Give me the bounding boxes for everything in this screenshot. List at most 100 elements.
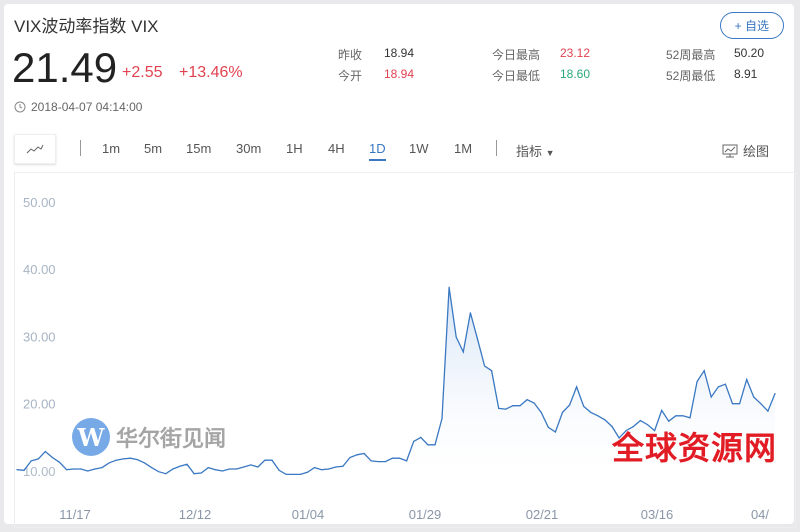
data-point: [597, 415, 599, 417]
data-point: [136, 458, 139, 461]
data-point: [483, 365, 486, 367]
data-point: [363, 452, 365, 455]
data-point: [561, 411, 564, 414]
data-point: [632, 425, 634, 428]
x-tick-label: 02/21: [526, 507, 559, 522]
period-tab-1D[interactable]: 1D: [369, 141, 386, 161]
data-point: [58, 461, 61, 463]
data-point: [51, 456, 54, 459]
stat-label: 今开: [338, 69, 363, 83]
period-tab-5m[interactable]: 5m: [144, 141, 163, 156]
period-tab-15m[interactable]: 15m: [186, 141, 212, 156]
add-watchlist-button[interactable]: + 自选: [719, 12, 784, 39]
line-chart-button[interactable]: [14, 134, 56, 164]
draw-label: 绘图: [743, 144, 770, 159]
data-point: [108, 462, 110, 464]
draw-button[interactable]: 绘图: [722, 141, 769, 160]
clock-icon: [14, 101, 26, 113]
data-point: [264, 459, 266, 461]
data-point: [186, 463, 188, 465]
data-point: [469, 312, 471, 314]
timestamp-text: 2018-04-07 04:14:00: [31, 100, 143, 114]
site-watermark: 全球资源网: [612, 430, 778, 466]
data-point: [604, 419, 606, 421]
data-point: [313, 467, 316, 469]
data-point: [37, 458, 39, 460]
data-point: [115, 459, 117, 461]
data-point: [370, 460, 372, 462]
stat-value: 18.60: [560, 67, 591, 81]
x-tick-label: 04/: [751, 507, 769, 522]
data-point: [236, 468, 238, 470]
data-point: [512, 405, 514, 407]
data-point: [724, 383, 727, 385]
data-point: [143, 462, 146, 464]
drawing-board-icon: [722, 144, 738, 157]
data-point: [30, 460, 32, 462]
data-point: [214, 469, 216, 471]
data-point: [420, 436, 422, 438]
data-point: [349, 456, 351, 459]
data-point: [129, 457, 131, 459]
data-point: [498, 407, 500, 410]
data-point: [335, 466, 337, 468]
quote-card: VIX波动率指数 VIX + 自选 21.49 +2.55 +13.46% 昨收…: [4, 4, 796, 528]
stat-label: 今日最低: [492, 69, 541, 83]
indicator-label: 指标: [516, 144, 543, 159]
data-point: [491, 370, 493, 372]
data-point: [547, 426, 549, 428]
period-tab-4H[interactable]: 4H: [328, 141, 345, 156]
period-tab-30m[interactable]: 30m: [236, 141, 262, 156]
stat-label: 今日最高: [492, 48, 541, 62]
data-point: [526, 399, 528, 401]
instrument-title: VIX波动率指数 VIX: [14, 17, 159, 36]
data-point: [356, 454, 358, 456]
stat-value: 18.94: [384, 46, 415, 60]
period-tab-1H[interactable]: 1H: [286, 141, 303, 156]
wallstreetcn-logo: W: [72, 418, 110, 456]
data-point: [753, 396, 755, 398]
x-tick-label: 12/12: [179, 507, 212, 522]
data-point: [207, 467, 209, 469]
period-tab-1m[interactable]: 1m: [102, 141, 121, 156]
data-point: [760, 403, 762, 405]
data-point: [746, 378, 748, 381]
data-point: [427, 444, 429, 446]
data-point: [476, 338, 479, 340]
chart-svg: 50.0040.0030.0020.0010.0011/1712/1201/04…: [16, 195, 776, 522]
data-point: [462, 351, 464, 353]
y-tick-label: 40.00: [23, 262, 56, 277]
period-tab-1M[interactable]: 1M: [454, 141, 473, 156]
chart-toolbar: 1m 5m 15m 30m 1H 4H 1D 1W 1M 指标 ▼ 绘图: [14, 134, 784, 164]
data-point: [505, 408, 507, 410]
data-point: [696, 380, 698, 383]
data-point: [23, 469, 25, 471]
data-point: [455, 336, 457, 338]
data-point: [717, 386, 719, 388]
data-point: [738, 403, 741, 405]
data-point: [328, 468, 330, 470]
stat-value: 50.20: [734, 46, 765, 60]
indicator-dropdown[interactable]: 指标 ▼: [516, 141, 555, 160]
data-point: [646, 423, 649, 426]
y-tick-label: 20.00: [23, 397, 56, 412]
data-point: [710, 396, 712, 398]
stat-label: 昨收: [338, 48, 363, 62]
y-tick-label: 50.00: [23, 195, 56, 210]
data-point: [306, 471, 309, 473]
price-chart[interactable]: 50.0040.0030.0020.0010.0011/1712/1201/04…: [14, 172, 796, 528]
series-area: [17, 287, 775, 493]
data-point: [653, 430, 656, 432]
data-point: [342, 465, 344, 467]
data-point: [590, 411, 592, 414]
data-point: [16, 469, 18, 471]
period-tab-1W[interactable]: 1W: [409, 141, 429, 156]
stat-label: 52周最高: [666, 48, 716, 62]
price-change: +2.55: [122, 64, 163, 81]
data-point: [65, 469, 68, 471]
divider: [496, 140, 497, 156]
data-point: [731, 403, 734, 405]
data-point: [568, 404, 571, 406]
data-point: [434, 444, 436, 446]
data-point: [398, 457, 401, 459]
